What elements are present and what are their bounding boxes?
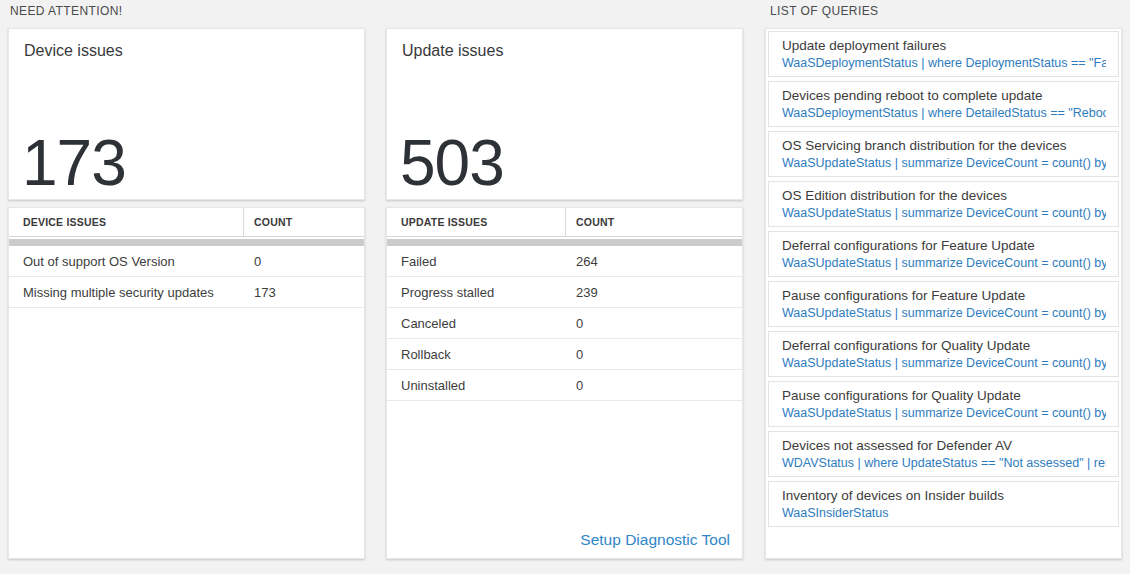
- update-issues-tile[interactable]: Update issues 503: [386, 28, 743, 200]
- query-item[interactable]: Deferral configurations for Feature Upda…: [768, 231, 1119, 277]
- table-row[interactable]: Out of support OS Version 0: [9, 246, 364, 277]
- row-label: Canceled: [387, 316, 566, 331]
- row-label: Progress stalled: [387, 285, 566, 300]
- query-item[interactable]: Pause configurations for Quality Update …: [768, 381, 1119, 427]
- query-code: WaaSUpdateStatus | summarize DeviceCount…: [782, 155, 1106, 171]
- update-compliance-dashboard: NEED ATTENTION! LIST OF QUERIES Device i…: [0, 0, 1130, 574]
- query-code: WDAVStatus | where UpdateStatus == "Not …: [782, 455, 1106, 471]
- query-item[interactable]: OS Edition distribution for the devices …: [768, 181, 1119, 227]
- query-item[interactable]: Inventory of devices on Insider builds W…: [768, 481, 1119, 527]
- list-of-queries-header: LIST OF QUERIES: [770, 4, 878, 18]
- query-code: WaaSDeploymentStatus | where DetailedSta…: [782, 105, 1106, 121]
- device-issues-count: 173: [22, 131, 126, 195]
- need-attention-header: NEED ATTENTION!: [10, 4, 122, 18]
- query-title: Deferral configurations for Feature Upda…: [782, 237, 1106, 255]
- update-table-col-count: COUNT: [566, 216, 614, 228]
- query-item[interactable]: Devices not assessed for Defender AV WDA…: [768, 431, 1119, 477]
- device-issues-table: DEVICE ISSUES COUNT Out of support OS Ve…: [8, 207, 365, 559]
- row-label: Rollback: [387, 347, 566, 362]
- device-issues-tile[interactable]: Device issues 173: [8, 28, 365, 200]
- table-row[interactable]: Progress stalled 239: [387, 277, 742, 308]
- table-row[interactable]: Uninstalled 0: [387, 370, 742, 401]
- row-label: Failed: [387, 254, 566, 269]
- query-code: WaaSUpdateStatus | summarize DeviceCount…: [782, 405, 1106, 421]
- query-title: Devices pending reboot to complete updat…: [782, 87, 1106, 105]
- device-table-col-issue: DEVICE ISSUES: [9, 208, 244, 236]
- row-count: 0: [244, 254, 261, 269]
- device-table-header: DEVICE ISSUES COUNT: [9, 208, 364, 237]
- device-table-col-count: COUNT: [244, 216, 292, 228]
- query-title: Update deployment failures: [782, 37, 1106, 55]
- query-item[interactable]: Pause configurations for Feature Update …: [768, 281, 1119, 327]
- update-issues-table: UPDATE ISSUES COUNT Failed 264 Progress …: [386, 207, 743, 559]
- row-count: 173: [244, 285, 276, 300]
- row-count: 0: [566, 347, 583, 362]
- query-code: WaaSUpdateStatus | summarize DeviceCount…: [782, 305, 1106, 321]
- update-issues-title: Update issues: [402, 42, 503, 60]
- device-issues-title: Device issues: [24, 42, 123, 60]
- row-label: Out of support OS Version: [9, 254, 244, 269]
- table-row[interactable]: Rollback 0: [387, 339, 742, 370]
- row-count: 0: [566, 378, 583, 393]
- update-table-scrollbar[interactable]: [387, 239, 742, 246]
- table-row[interactable]: Canceled 0: [387, 308, 742, 339]
- row-count: 239: [566, 285, 598, 300]
- query-code: WaaSUpdateStatus | summarize DeviceCount…: [782, 255, 1106, 271]
- update-table-col-issue: UPDATE ISSUES: [387, 208, 566, 236]
- query-code: WaaSInsiderStatus: [782, 505, 1106, 521]
- row-count: 0: [566, 316, 583, 331]
- table-row[interactable]: Missing multiple security updates 173: [9, 277, 364, 308]
- query-title: Pause configurations for Feature Update: [782, 287, 1106, 305]
- query-title: Inventory of devices on Insider builds: [782, 487, 1106, 505]
- query-list: Update deployment failures WaaSDeploymen…: [766, 29, 1121, 533]
- row-label: Uninstalled: [387, 378, 566, 393]
- row-count: 264: [566, 254, 598, 269]
- query-title: OS Edition distribution for the devices: [782, 187, 1106, 205]
- update-table-header: UPDATE ISSUES COUNT: [387, 208, 742, 237]
- query-title: Devices not assessed for Defender AV: [782, 437, 1106, 455]
- row-label: Missing multiple security updates: [9, 285, 244, 300]
- query-item[interactable]: Deferral configurations for Quality Upda…: [768, 331, 1119, 377]
- device-table-scrollbar[interactable]: [9, 239, 364, 246]
- setup-diagnostic-tool-link[interactable]: Setup Diagnostic Tool: [580, 531, 730, 549]
- query-title: Pause configurations for Quality Update: [782, 387, 1106, 405]
- update-issues-count: 503: [400, 131, 504, 195]
- query-title: OS Servicing branch distribution for the…: [782, 137, 1106, 155]
- query-item[interactable]: OS Servicing branch distribution for the…: [768, 131, 1119, 177]
- query-item[interactable]: Devices pending reboot to complete updat…: [768, 81, 1119, 127]
- query-code: WaaSUpdateStatus | summarize DeviceCount…: [782, 355, 1106, 371]
- query-code: WaaSDeploymentStatus | where DeploymentS…: [782, 55, 1106, 71]
- table-row[interactable]: Failed 264: [387, 246, 742, 277]
- query-code: WaaSUpdateStatus | summarize DeviceCount…: [782, 205, 1106, 221]
- queries-panel: Update deployment failures WaaSDeploymen…: [765, 28, 1122, 559]
- query-item[interactable]: Update deployment failures WaaSDeploymen…: [768, 31, 1119, 77]
- query-title: Deferral configurations for Quality Upda…: [782, 337, 1106, 355]
